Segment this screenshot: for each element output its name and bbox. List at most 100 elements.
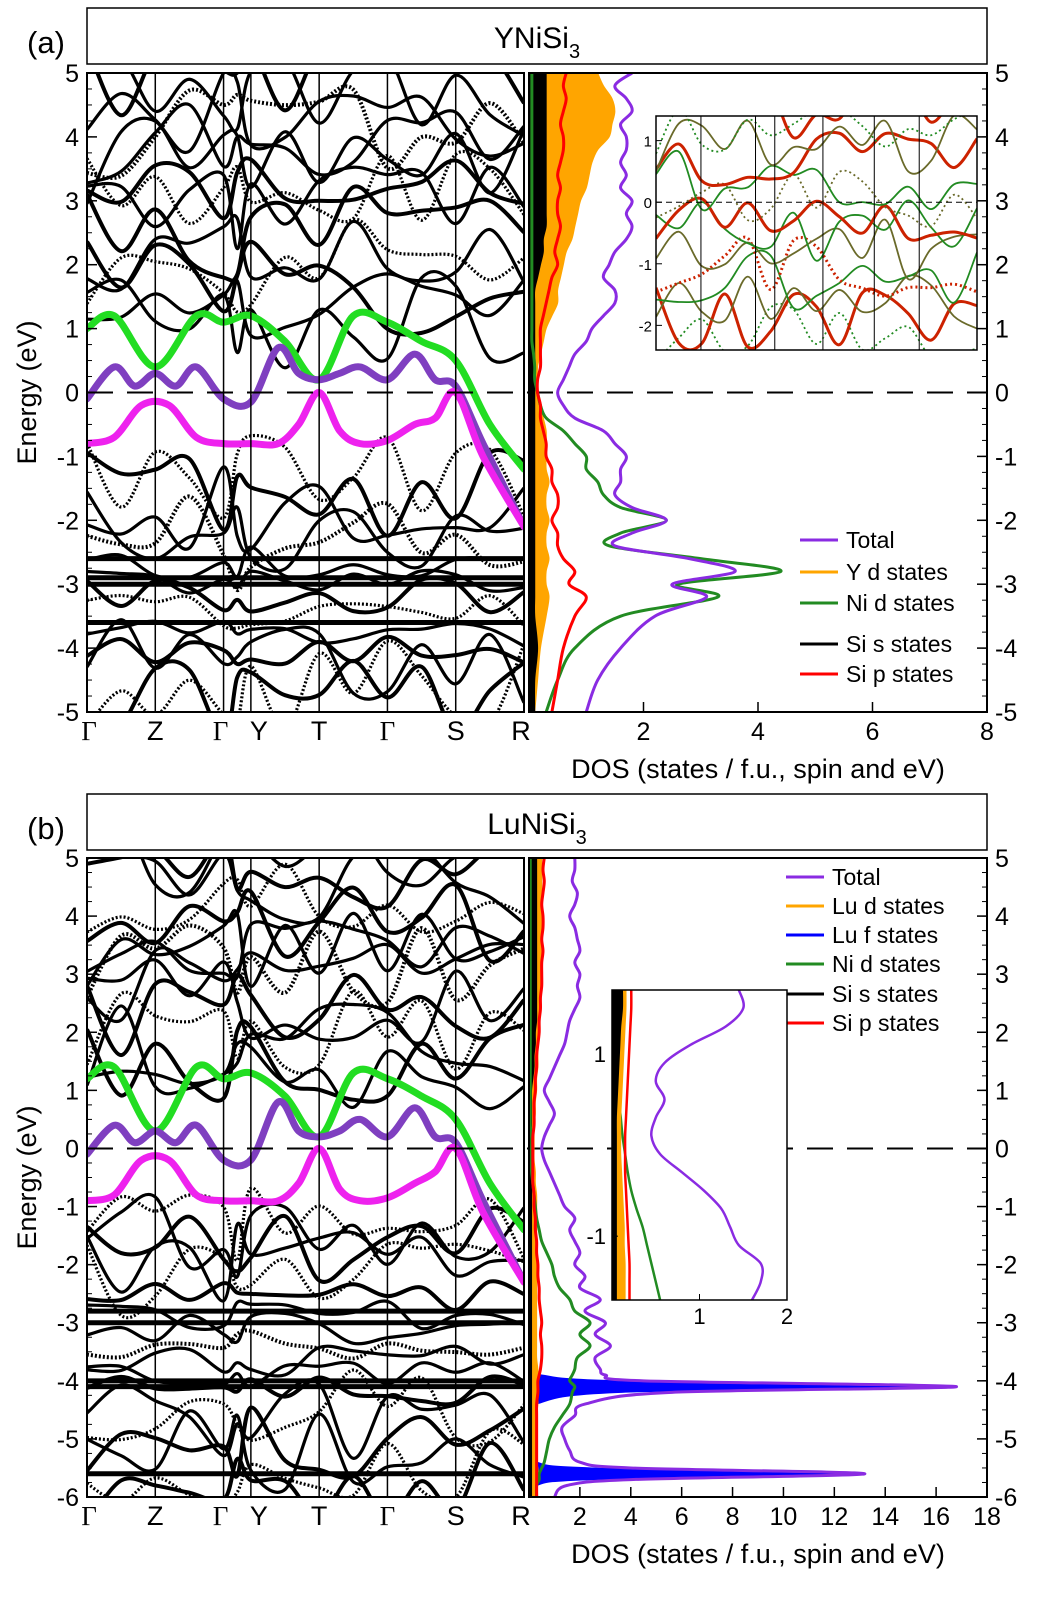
y-tick-label-right: -4 [995, 635, 1017, 663]
inset-a-band [656, 287, 977, 350]
k-point-label: Y [250, 1501, 268, 1531]
inset-b-fill [612, 990, 624, 1300]
highlight-band-1 [87, 308, 524, 473]
inset-a-band [656, 130, 977, 188]
band-line [87, 545, 524, 581]
band-line [87, 165, 524, 251]
y-tick-label: 0 [65, 380, 79, 408]
inset-b-curve [650, 990, 764, 1300]
highlight-band-3 [87, 1143, 524, 1286]
band-line [87, 269, 524, 370]
legend-label: Ni d states [832, 951, 941, 977]
y-tick-label-right: -1 [995, 443, 1017, 471]
band-line [87, 858, 481, 911]
y-tick-label: -4 [57, 635, 79, 663]
y-tick-label-right: 3 [995, 961, 1009, 989]
y-tick-label-right: -5 [995, 699, 1017, 727]
inset-b-x-tick-label: 1 [693, 1304, 705, 1329]
x-axis-label: DOS (states / f.u., spin and eV) [571, 1539, 945, 1569]
y-tick-label-right: 1 [995, 316, 1009, 344]
inset-b-x-tick-label: 2 [781, 1304, 793, 1329]
band-line [87, 447, 524, 538]
x-tick-label: 2 [573, 1503, 587, 1531]
y-tick-label-right: 5 [995, 845, 1009, 873]
x-tick-label: 8 [980, 718, 994, 746]
y-tick-label-right: 4 [995, 903, 1009, 931]
band-line [87, 923, 524, 1009]
y-tick-label: 3 [65, 188, 79, 216]
inset-a-y-tick-label: 1 [644, 134, 652, 151]
k-point-label: Z [147, 716, 164, 746]
inset-a-curves [656, 116, 977, 350]
dos-curves [529, 858, 958, 1497]
y-tick-label-right: -5 [995, 1426, 1017, 1454]
k-point-label: S [447, 1501, 465, 1531]
inset-b-background [612, 990, 787, 1300]
x-tick-label: 8 [726, 1503, 740, 1531]
y-tick-label-right: 2 [995, 252, 1009, 280]
dos-curve-si-p-states [535, 73, 588, 712]
dos-curve-si-p-states [531, 858, 546, 1497]
band-line [87, 1311, 524, 1346]
y-tick-label: -3 [57, 1310, 79, 1338]
legend-label: Lu f states [832, 922, 938, 948]
y-tick-label: -5 [57, 1426, 79, 1454]
x-tick-label: 6 [866, 718, 880, 746]
inset-a-band [656, 169, 977, 228]
band-line [87, 858, 485, 899]
x-tick-label: 10 [770, 1503, 798, 1531]
inset-a-band [656, 196, 977, 242]
y-tick-label-right: -6 [995, 1484, 1017, 1512]
band-line [87, 958, 524, 1045]
inset-a-band [656, 116, 977, 175]
inset-a-band [656, 274, 977, 330]
k-point-label: T [311, 716, 328, 746]
band-line [87, 882, 524, 964]
inset-a-frame [655, 115, 978, 351]
k-point-label: Γ [380, 1501, 396, 1531]
y-tick-label-right: 0 [995, 380, 1009, 408]
compound-title-box [86, 793, 988, 851]
band-line [87, 213, 524, 293]
y-tick-label: 0 [65, 1135, 79, 1163]
legend-label: Si p states [832, 1010, 939, 1036]
y-tick-label: 2 [65, 252, 79, 280]
inset-a-band [656, 149, 977, 212]
band-line [87, 1279, 524, 1313]
band-line [87, 1039, 524, 1111]
band-line [87, 217, 524, 315]
y-tick-label-right: -3 [995, 571, 1017, 599]
dos-curve-ni-d-states [530, 73, 783, 712]
legend-label: Total [832, 864, 881, 890]
y-tick-label-right: 0 [995, 1135, 1009, 1163]
legend: Total Y d states Ni d states Si s states Si … [800, 527, 955, 687]
inset-b: 1 2 1 -1 [586, 989, 793, 1329]
k-point-label: Z [147, 1501, 164, 1531]
band-line [87, 1299, 524, 1331]
band-line [87, 433, 524, 520]
inset-a-band [656, 218, 977, 281]
band-line [87, 239, 524, 337]
dos-curve-total [556, 73, 737, 712]
y-tick-label: 2 [65, 1019, 79, 1047]
band-line [87, 1405, 524, 1480]
band-line [87, 1019, 524, 1104]
band-line [87, 1192, 524, 1279]
legend-label: Y d states [846, 559, 948, 585]
inset-b-y-tick-label: -1 [586, 1224, 606, 1249]
panel-label: (b) [27, 811, 65, 846]
inset-b-curves [612, 990, 764, 1300]
band-line [96, 639, 524, 712]
y-tick-label: 5 [65, 845, 79, 873]
dos-plot: 5 4 3 2 1 0 -1 -2 -3 -4 -5 2 4 6 8 DOS (states / f.u., … [528, 60, 1017, 784]
band-line [87, 1374, 524, 1407]
band-line [87, 1186, 524, 1263]
x-tick-label: 14 [871, 1503, 899, 1531]
legend-label: Si s states [846, 631, 952, 657]
legend-label: Lu d states [832, 893, 945, 919]
inset-b-y-tick-label: 1 [594, 1042, 606, 1067]
